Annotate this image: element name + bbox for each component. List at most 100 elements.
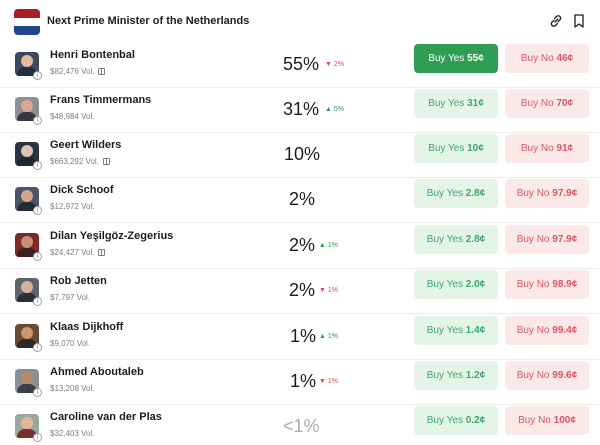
- candidate-name[interactable]: Rob Jetten: [50, 275, 107, 287]
- avatar-shoulders: [17, 339, 37, 348]
- info-icon[interactable]: i: [33, 206, 42, 215]
- candidate-name[interactable]: Klaas Dijkhoff: [50, 321, 124, 333]
- info-icon[interactable]: i: [33, 116, 42, 125]
- info-icon[interactable]: i: [33, 297, 42, 306]
- buy-no-price: 97.9¢: [552, 188, 578, 199]
- buy-yes-price: 55¢: [467, 53, 484, 64]
- avatar-shoulders: [17, 157, 37, 166]
- buy-no-button[interactable]: Buy No 99.4¢: [505, 316, 589, 345]
- info-icon[interactable]: i: [33, 71, 42, 80]
- candidate-row[interactable]: i Klaas Dijkhoff $9,070 Vol. 1% ▲ 1% Buy Yes …: [0, 315, 600, 360]
- buy-yes-button[interactable]: Buy Yes 1.4¢: [414, 316, 498, 345]
- candidate-row[interactable]: i Dick Schoof $12,972 Vol. 2% Buy Yes 2.8¢ Bu…: [0, 178, 600, 223]
- avatar: [15, 278, 39, 302]
- buy-no-button[interactable]: Buy No 91¢: [505, 134, 589, 163]
- avatar-shoulders: [17, 384, 37, 393]
- page-title: Next Prime Minister of the Netherlands: [47, 15, 250, 27]
- candidate-row[interactable]: i Dilan Yeşilgöz-Zegerius $24,427 Vol. 2% ▲ …: [0, 224, 600, 269]
- netherlands-flag-icon: [14, 9, 40, 35]
- flag-stripe-red: [14, 9, 40, 18]
- buy-no-label: Buy No: [516, 188, 550, 199]
- buy-yes-label: Buy Yes: [428, 53, 465, 64]
- buy-yes-button[interactable]: Buy Yes 2.8¢: [414, 179, 498, 208]
- probability-value: 31%: [283, 99, 320, 119]
- avatar-head: [21, 327, 33, 339]
- candidate-name[interactable]: Caroline van der Plas: [50, 411, 162, 423]
- candidate-name[interactable]: Dilan Yeşilgöz-Zegerius: [50, 230, 174, 242]
- arrow-down-icon: ▼: [325, 61, 332, 68]
- candidate-row[interactable]: i Henri Bontenbal $82,476 Vol. 55% ▼ 2% Buy Y…: [0, 43, 600, 88]
- info-icon[interactable]: i: [33, 161, 42, 170]
- avatar-head: [21, 281, 33, 293]
- candidate-row[interactable]: i Frans Timmermans $48,984 Vol. 31% ▲ 5% Buy …: [0, 88, 600, 133]
- buy-yes-button[interactable]: Buy Yes 2.0¢: [414, 270, 498, 299]
- probability-value: 2%: [289, 280, 316, 300]
- change-value: 5%: [333, 106, 345, 113]
- candidate-name[interactable]: Frans Timmermans: [50, 94, 152, 106]
- volume-value: $32,403 Vol.: [50, 429, 95, 438]
- buy-yes-button[interactable]: Buy Yes 55¢: [414, 44, 498, 73]
- change-indicator: ▼ 1%: [319, 287, 338, 294]
- flag-stripe-white: [14, 17, 40, 27]
- avatar-shoulders: [17, 112, 37, 121]
- link-icon[interactable]: [549, 13, 563, 29]
- probability-value: 55%: [283, 54, 320, 74]
- buy-no-button[interactable]: Buy No 97.9¢: [505, 179, 589, 208]
- buy-no-button[interactable]: Buy No 98.9¢: [505, 270, 589, 299]
- info-icon[interactable]: i: [33, 343, 42, 352]
- buy-no-label: Buy No: [516, 279, 550, 290]
- info-icon[interactable]: i: [33, 433, 42, 442]
- buy-yes-button[interactable]: Buy Yes 0.2¢: [414, 406, 498, 435]
- change-indicator: ▲ 5%: [325, 106, 344, 113]
- buy-yes-button[interactable]: Buy Yes 10¢: [414, 134, 498, 163]
- arrow-up-icon: ▲: [319, 333, 326, 340]
- avatar-head: [21, 190, 33, 202]
- candidate-row[interactable]: i Geert Wilders $663,292 Vol. 10% Buy Yes 10…: [0, 133, 600, 178]
- candidate-name[interactable]: Geert Wilders: [50, 139, 122, 151]
- volume-text: $32,403 Vol.: [50, 429, 94, 438]
- buy-yes-price: 2.8¢: [465, 234, 486, 245]
- avatar-shoulders: [17, 429, 37, 438]
- volume-value: $9,070 Vol.: [50, 339, 91, 348]
- market-header: Next Prime Minister of the Netherlands: [0, 0, 600, 44]
- info-icon[interactable]: i: [33, 388, 42, 397]
- candidate-name[interactable]: Dick Schoof: [50, 184, 114, 196]
- buy-no-label: Buy No: [516, 325, 550, 336]
- avatar-head: [21, 372, 33, 384]
- buy-no-button[interactable]: Buy No 97.9¢: [505, 225, 589, 254]
- volume-value: $7,797 Vol.: [50, 293, 91, 302]
- change-indicator: ▼ 2%: [325, 61, 344, 68]
- buy-yes-button[interactable]: Buy Yes 2.8¢: [414, 225, 498, 254]
- buy-no-button[interactable]: Buy No 99.6¢: [505, 361, 589, 390]
- avatar-shoulders: [17, 293, 37, 302]
- avatar-shoulders: [17, 67, 37, 76]
- buy-yes-button[interactable]: Buy Yes 1.2¢: [414, 361, 498, 390]
- buy-yes-label: Buy Yes: [426, 415, 463, 426]
- volume-value: $13,208 Vol.: [50, 384, 95, 393]
- bookmark-icon[interactable]: [572, 13, 586, 29]
- candidate-row[interactable]: i Caroline van der Plas $32,403 Vol. <1% Buy…: [0, 405, 600, 445]
- candidate-row[interactable]: i Rob Jetten $7,797 Vol. 2% ▼ 1% Buy Yes 2.0¢…: [0, 269, 600, 314]
- candidate-name[interactable]: Ahmed Aboutaleb: [50, 366, 144, 378]
- volume-text: $48,984 Vol.: [50, 112, 94, 121]
- buy-yes-button[interactable]: Buy Yes 31¢: [414, 89, 498, 118]
- buy-no-button[interactable]: Buy No 100¢: [505, 406, 589, 435]
- arrow-up-icon: ▲: [319, 242, 326, 249]
- volume-value: $82,476 Vol.: [50, 67, 95, 76]
- info-icon[interactable]: i: [33, 252, 42, 261]
- buy-no-button[interactable]: Buy No 46¢: [505, 44, 589, 73]
- buy-no-price: 97.9¢: [552, 234, 578, 245]
- buy-yes-price: 0.2¢: [465, 415, 486, 426]
- buy-no-price: 99.4¢: [552, 325, 578, 336]
- avatar-head: [21, 100, 33, 112]
- buy-no-price: 99.6¢: [552, 370, 578, 381]
- change-value: 1%: [327, 242, 339, 249]
- buy-no-label: Buy No: [516, 234, 550, 245]
- buy-no-price: 91¢: [556, 143, 574, 154]
- candidate-name[interactable]: Henri Bontenbal: [50, 49, 135, 61]
- candidate-row[interactable]: i Ahmed Aboutaleb $13,208 Vol. 1% ▼ 1% Buy Ye…: [0, 360, 600, 405]
- arrow-up-icon: ▲: [325, 106, 332, 113]
- buy-no-button[interactable]: Buy No 70¢: [505, 89, 589, 118]
- buy-yes-label: Buy Yes: [426, 325, 463, 336]
- gift-icon: [98, 68, 106, 75]
